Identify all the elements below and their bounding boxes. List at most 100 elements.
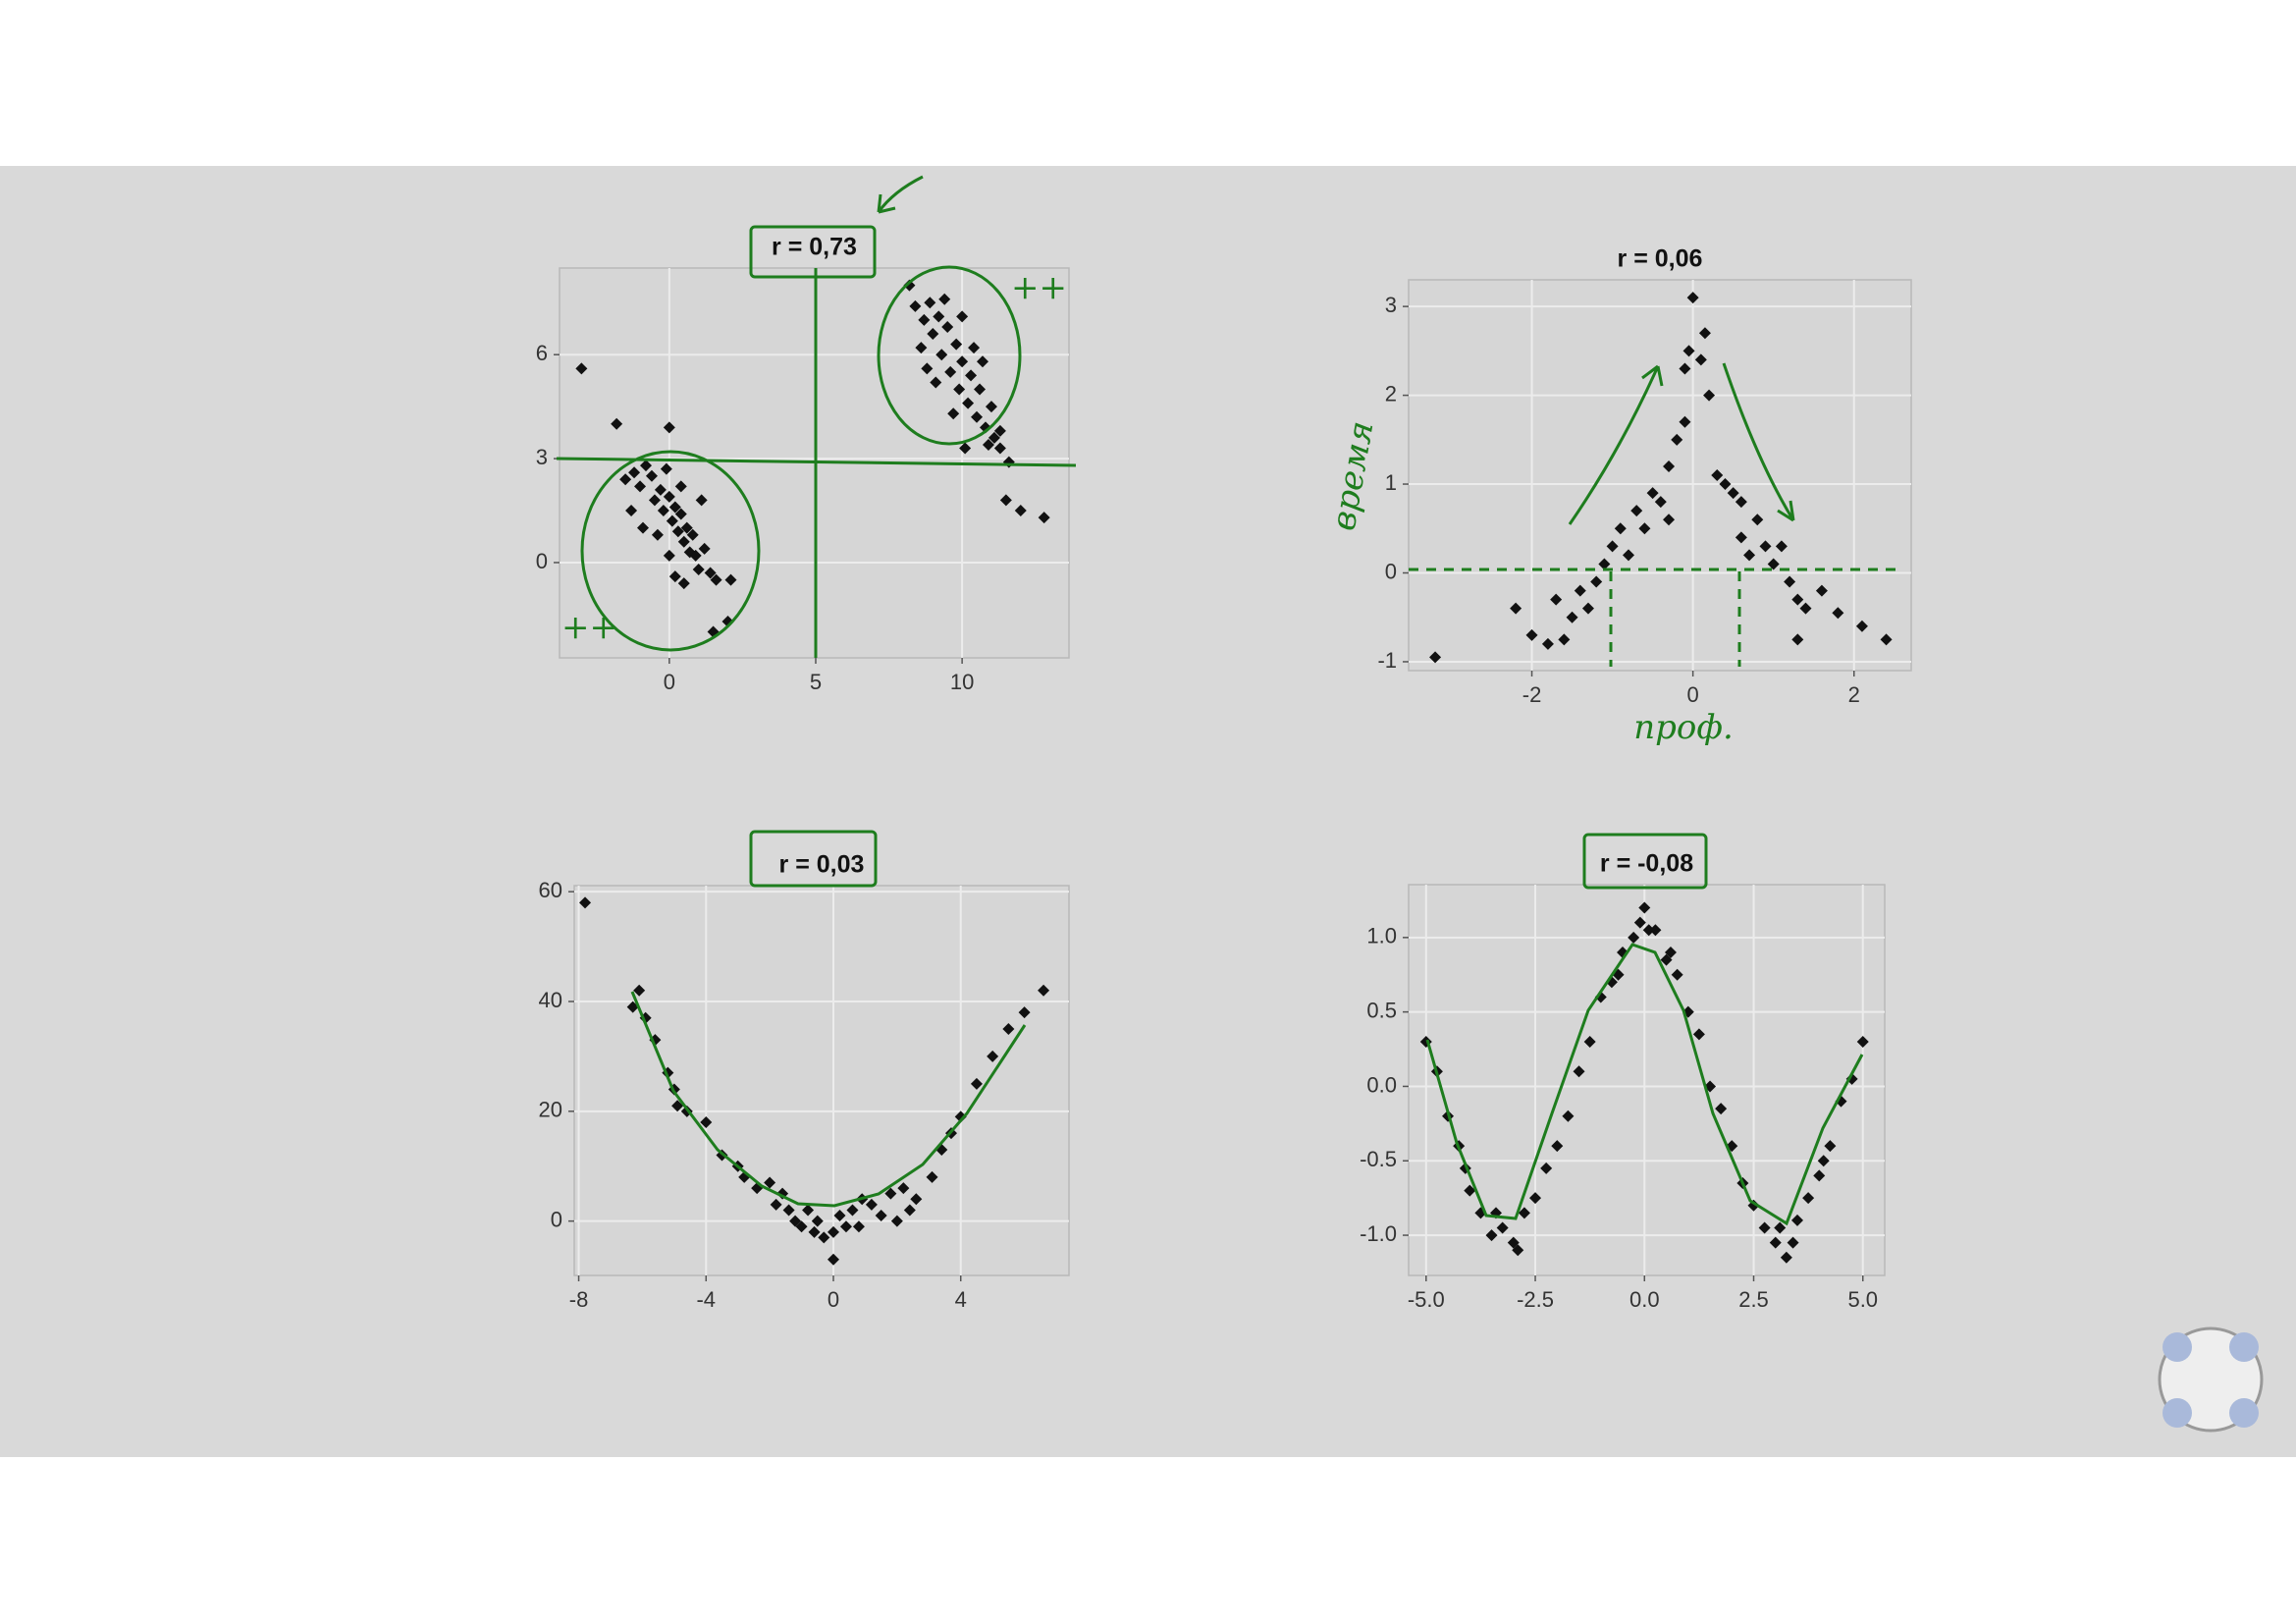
point (1510, 602, 1522, 615)
chart-title: r = 0,73 (772, 234, 857, 261)
point (1630, 505, 1643, 517)
point (956, 355, 969, 368)
x-tick-label: 0.0 (1629, 1287, 1660, 1312)
point (1799, 602, 1812, 615)
y-tick-label: 1.0 (1366, 924, 1397, 948)
point (1692, 1028, 1705, 1041)
point (1751, 514, 1764, 526)
point (695, 494, 708, 507)
control-dot (2229, 1398, 2259, 1428)
point (1429, 651, 1442, 664)
title-box (749, 830, 878, 888)
point (1715, 1103, 1728, 1115)
point (668, 501, 681, 514)
point (910, 1193, 923, 1206)
trend-curve (630, 991, 1027, 1208)
point (625, 505, 638, 517)
point (993, 442, 1006, 455)
point (865, 1198, 878, 1211)
point (802, 1204, 815, 1217)
point (724, 573, 737, 586)
presentation-control[interactable] (2158, 1326, 2264, 1433)
plot-area (1408, 279, 1912, 672)
point (811, 1215, 824, 1227)
point (1649, 924, 1662, 937)
x-tick-label: 2 (1848, 682, 1860, 707)
point (1590, 575, 1603, 588)
point (789, 1215, 802, 1227)
point (1663, 460, 1676, 472)
point (575, 362, 588, 375)
point (999, 494, 1012, 507)
point (941, 320, 954, 333)
point (982, 438, 994, 451)
point (1784, 575, 1796, 588)
point (1654, 496, 1667, 509)
annotation: ++ (1011, 268, 1067, 307)
point (818, 1231, 830, 1244)
point (1562, 1110, 1575, 1122)
x-tick-label: 5 (810, 670, 822, 694)
point (1496, 1221, 1509, 1234)
point (1698, 327, 1711, 340)
x-tick-label: -5.0 (1408, 1287, 1445, 1312)
point (1623, 549, 1634, 562)
point (950, 338, 963, 351)
y-tick-label: -0.5 (1360, 1147, 1397, 1171)
point (1774, 1221, 1787, 1234)
point (1614, 522, 1627, 535)
point (1633, 916, 1646, 929)
point (660, 462, 672, 475)
point (954, 1110, 967, 1123)
point (1727, 487, 1739, 500)
point (833, 1210, 846, 1222)
point (700, 1115, 713, 1128)
point (1815, 584, 1828, 597)
point (674, 508, 687, 520)
x-tick-label: 2.5 (1738, 1287, 1769, 1312)
point (637, 521, 650, 534)
point (1541, 637, 1554, 650)
y-tick-label: 0 (1385, 559, 1397, 583)
point (633, 984, 646, 997)
point (927, 328, 939, 341)
point (1464, 1184, 1476, 1197)
point (1638, 901, 1651, 914)
point (962, 397, 975, 409)
point (1529, 1192, 1542, 1205)
point (1507, 1236, 1520, 1249)
point (1671, 433, 1683, 446)
x-tick-label: 0 (664, 670, 675, 694)
y-tick-label: -1.0 (1360, 1221, 1397, 1246)
point (1791, 633, 1804, 646)
x-tick-label: -4 (696, 1287, 716, 1312)
point (1566, 611, 1578, 623)
point (1855, 620, 1868, 632)
point (993, 424, 1006, 437)
point (915, 342, 928, 354)
x-tick-label: 5.0 (1847, 1287, 1878, 1312)
point (1485, 1229, 1498, 1242)
point (677, 535, 690, 548)
point (1735, 496, 1747, 509)
point (1880, 633, 1893, 646)
point (795, 1220, 808, 1233)
point (1540, 1162, 1553, 1174)
x-tick-label: -2 (1522, 682, 1542, 707)
point (1791, 593, 1804, 606)
point (1660, 953, 1673, 966)
plots: r = 0,73 0 5 10 0 3 6 r = 0,06 -2 0 2 -1 0 1 2 3 r = 0,0… (536, 234, 1912, 1312)
y-tick-label: 6 (536, 341, 548, 365)
point (971, 410, 984, 423)
point (968, 342, 981, 354)
point (1664, 946, 1677, 958)
point (698, 542, 711, 555)
point (1719, 478, 1732, 491)
point (611, 417, 623, 430)
point (770, 1198, 782, 1211)
point (1574, 584, 1586, 597)
point (634, 480, 647, 493)
arrow (1568, 364, 1664, 525)
x-tick-label: 0 (1687, 682, 1699, 707)
point (1743, 549, 1756, 562)
